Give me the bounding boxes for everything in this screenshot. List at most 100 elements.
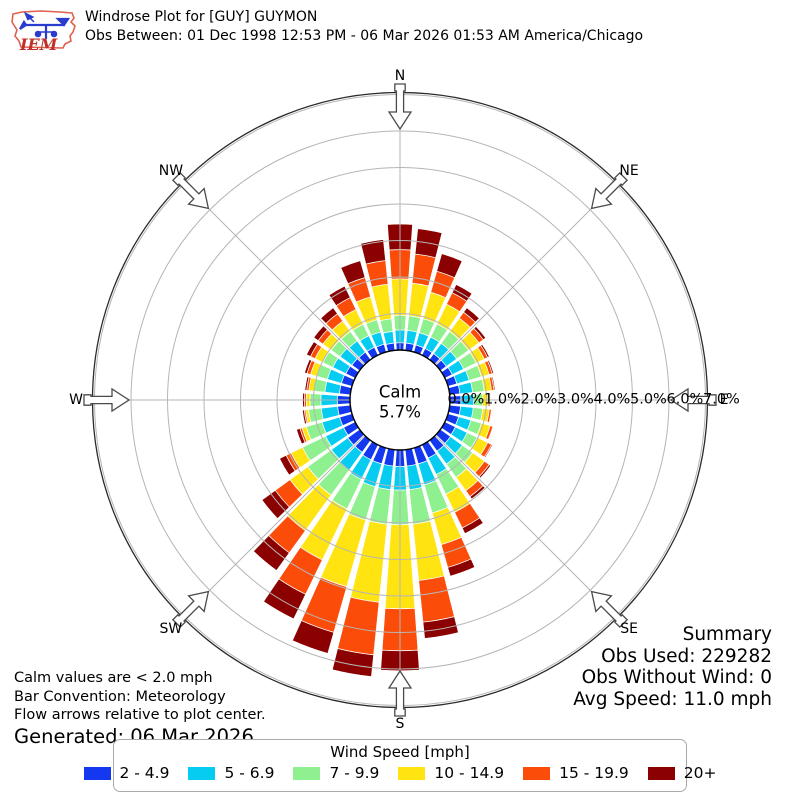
summary-block: Summary Obs Used: 229282 Obs Without Win… <box>573 624 772 710</box>
windrose-bar-segment <box>320 307 338 324</box>
legend-item: 5 - 6.9 <box>188 764 274 782</box>
compass-label-e: E <box>719 392 729 408</box>
windrose-bar-segment <box>473 325 487 341</box>
calm-circle <box>349 349 451 451</box>
compass-label-ne: NE <box>619 162 639 179</box>
windrose-bar-segment <box>338 384 352 396</box>
calm-percent: 5.7% <box>379 402 421 422</box>
note-calm: Calm values are < 2.0 mph <box>14 670 213 686</box>
note-arrows: Flow arrows relative to plot center. <box>14 707 266 723</box>
flow-arrow-s <box>387 669 413 717</box>
windrose-bar-segment <box>436 253 463 279</box>
radial-tick-label: 2.0% <box>520 391 558 408</box>
flow-arrow-ne <box>590 171 629 210</box>
windrose-bar-segment <box>291 620 335 654</box>
compass-label-s: S <box>395 716 405 732</box>
legend-label: 15 - 19.9 <box>559 764 629 782</box>
legend-label: 10 - 14.9 <box>434 764 505 782</box>
windrose-bar-segment <box>382 331 395 345</box>
windrose-bar-segment <box>331 648 375 678</box>
legend-label: 5 - 6.9 <box>224 764 275 782</box>
windrose-bar-segment <box>461 517 484 535</box>
grid-spoke <box>183 183 365 365</box>
compass-label-n: N <box>394 68 406 84</box>
windrose-bar-segment <box>480 343 490 358</box>
flow-arrow-nw <box>171 171 210 210</box>
compass-label-se: SE <box>620 621 638 638</box>
legend-item: 2 - 4.9 <box>83 764 170 782</box>
windrose-bar-segment <box>405 329 418 345</box>
legend-title: Wind Speed [mph] <box>330 743 470 761</box>
legend-item: 7 - 9.9 <box>293 764 379 782</box>
windrose-bar-segment <box>304 376 310 391</box>
windrose-bar-segment <box>422 616 459 639</box>
iem-logo-text: IEM <box>19 35 59 54</box>
windrose-bar-segment <box>447 558 476 577</box>
windrose-bar-segment <box>320 406 340 420</box>
legend-swatch <box>188 766 216 780</box>
legend-label: 2 - 4.9 <box>119 764 170 782</box>
page-subtitle: Obs Between: 01 Dec 1998 12:53 PM - 06 M… <box>85 28 644 44</box>
windrose-bar-segment <box>261 489 290 520</box>
windrose-bar-segment <box>279 454 296 476</box>
windrose-bar-segment <box>305 341 318 357</box>
windrose-bar-segment <box>488 409 493 424</box>
flow-arrow-se <box>590 590 629 629</box>
windrose-bar-segment <box>458 405 474 419</box>
radial-tick-label: 1.0% <box>484 391 521 408</box>
grid-spoke <box>183 435 365 617</box>
legend-swatch <box>523 766 551 780</box>
legend-swatch <box>398 766 426 780</box>
legend: Wind Speed [mph] 2 - 4.9 5 - 6.9 7 - 9.9 10… <box>83 739 717 792</box>
radial-tick-label: 5.0% <box>630 391 667 408</box>
windrose-bar-segment <box>252 535 290 572</box>
header: Windrose Plot for [GUY] GUYMON Obs Betwe… <box>85 8 643 46</box>
legend-label: 7 - 9.9 <box>329 764 380 782</box>
windrose-bar-segment <box>360 239 386 265</box>
radial-tick-label: 4.0% <box>593 391 631 408</box>
compass-label-nw: NW <box>158 162 184 179</box>
legend-item: 20+ <box>647 764 717 782</box>
windrose-bar-segment <box>470 378 485 393</box>
legend-item: 10 - 14.9 <box>398 764 504 782</box>
windrose-bar-segment <box>483 444 494 459</box>
summary-avg-speed: Avg Speed: 11.0 mph <box>573 688 772 710</box>
windrose-bar-segment <box>296 428 306 445</box>
radial-tick-label: 7.0% <box>703 391 740 408</box>
compass-label-sw: SW <box>159 621 183 638</box>
windrose-bar-segment <box>406 315 422 333</box>
flow-arrow-w <box>83 387 131 413</box>
windrose-bar-segment <box>463 307 480 323</box>
legend-label: 20+ <box>683 764 717 782</box>
windrose-bar-segment <box>487 359 495 375</box>
windrose-bar-segment <box>340 260 366 285</box>
windrose-bar-segment <box>418 575 455 623</box>
windrose-bar-segment <box>487 426 495 441</box>
summary-obs-used: Obs Used: 229282 <box>601 645 772 667</box>
windrose-bar-segment <box>328 285 351 307</box>
windrose-bar-segment <box>478 464 492 479</box>
windrose-bar-segment <box>304 359 313 374</box>
windrose-bar-segment <box>365 260 389 288</box>
legend-swatch <box>293 766 321 780</box>
weather-vane-icon <box>19 11 71 39</box>
legend-swatch <box>647 766 675 780</box>
legend-items: 2 - 4.9 5 - 6.9 7 - 9.9 10 - 14.9 15 - 19.9 2… <box>83 764 717 782</box>
iem-logo: IEM <box>11 10 76 54</box>
windrose-bar-segment <box>313 325 328 342</box>
windrose-bar-segment <box>301 409 307 425</box>
grid-spoke <box>435 435 617 617</box>
grid-spoke <box>435 183 617 365</box>
windrose-bar-segment <box>469 485 486 500</box>
calm-label: Calm <box>378 382 422 402</box>
windrose-bar-segment <box>491 376 496 391</box>
legend-item: 15 - 19.9 <box>523 764 629 782</box>
windrose-bar-segment <box>263 578 307 620</box>
page-title: Windrose Plot for [GUY] GUYMON <box>85 9 318 25</box>
flow-arrow-n <box>387 83 413 131</box>
windrose-bar-segment <box>324 381 342 395</box>
windrose-bar-segment <box>379 318 394 334</box>
flow-arrow-e <box>669 387 717 413</box>
